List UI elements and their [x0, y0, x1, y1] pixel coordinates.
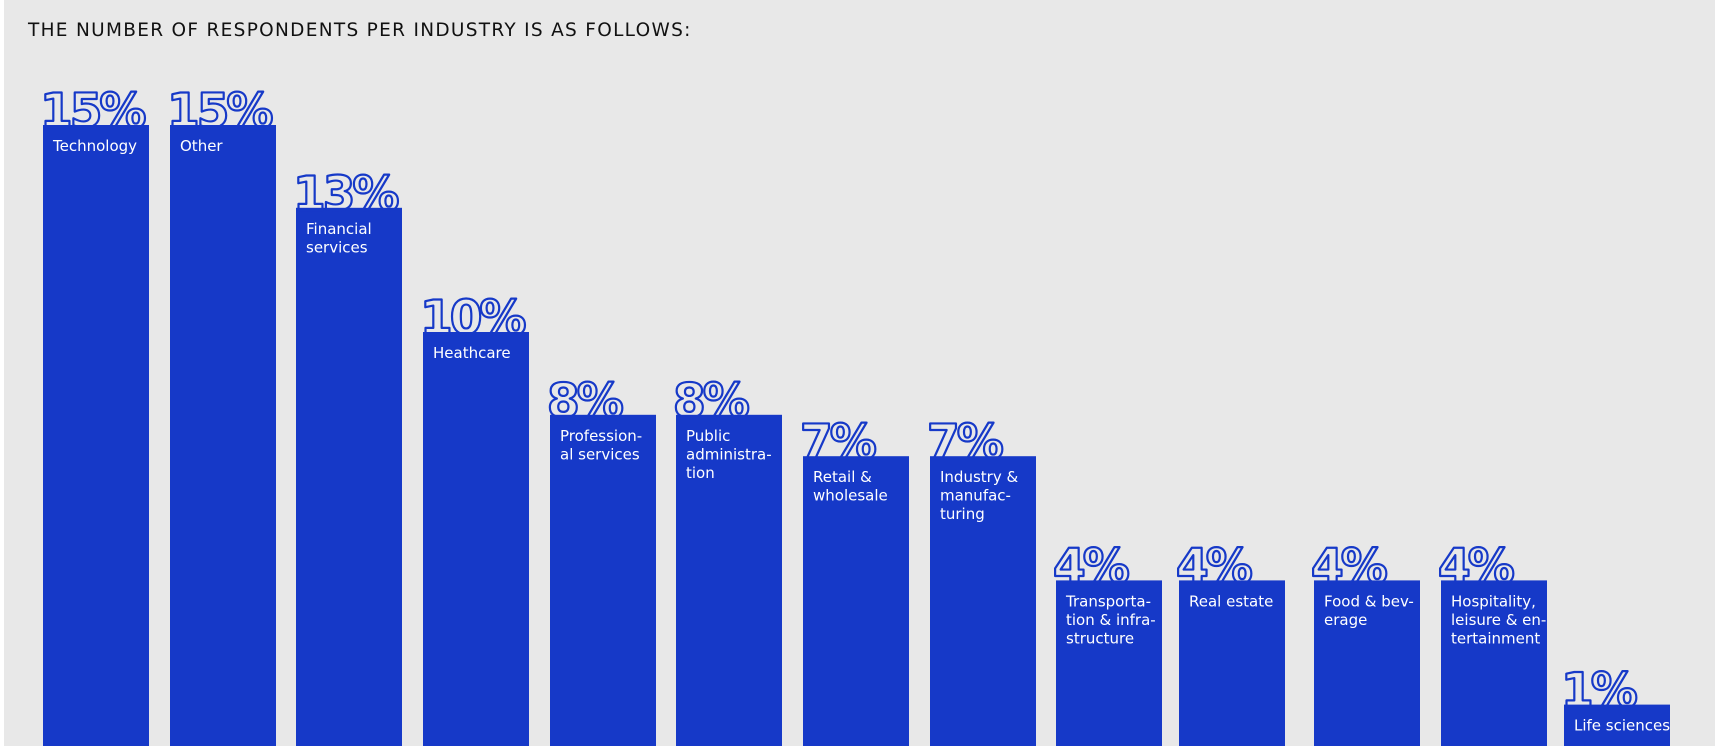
bar-hospitality-leisure-entertainment: [1441, 580, 1547, 746]
bar-public-administration: [676, 414, 782, 746]
value-label-retail-wholesale: 7%: [800, 415, 876, 470]
category-label-other: Other: [180, 137, 223, 155]
bar-transportation-infrastructure: [1056, 580, 1162, 746]
bar-industry-manufacturing: [930, 456, 1036, 746]
category-label-financial-services: Financial services: [306, 220, 372, 256]
value-label-food-beverage: 4%: [1311, 539, 1387, 594]
category-label-food-beverage: Food & bev-erage: [1324, 592, 1414, 629]
bar-professional-services: [550, 414, 656, 746]
category-label-heathcare: Heathcare: [433, 344, 511, 362]
bar-other: [170, 125, 276, 746]
bar-food-beverage: [1314, 580, 1420, 746]
value-label-professional-services: 8%: [547, 374, 623, 429]
category-label-industry-manufacturing: Industry & manufac-turing: [940, 468, 1018, 523]
category-label-professional-services: Profession-al services: [560, 427, 642, 464]
category-label-real-estate: Real estate: [1189, 592, 1273, 610]
bar-life-sciences: [1564, 704, 1670, 746]
category-label-hospitality-leisure-entertainment: Hospitality, leisure & en-tertainment: [1451, 592, 1546, 647]
category-label-transportation-infrastructure: Transporta-tion & infra-structure: [1065, 592, 1156, 647]
value-label-hospitality-leisure-entertainment: 4%: [1438, 539, 1514, 594]
value-label-technology: 15%: [40, 84, 145, 139]
value-label-heathcare: 10%: [420, 291, 525, 346]
value-label-financial-services: 13%: [293, 167, 398, 222]
bar-financial-services: [296, 207, 402, 747]
value-label-other: 15%: [167, 84, 272, 139]
value-label-industry-manufacturing: 7%: [927, 415, 1003, 470]
category-label-technology: Technology: [52, 137, 137, 155]
bar-retail-wholesale: [803, 456, 909, 746]
bar-heathcare: [423, 332, 529, 746]
bar-real-estate: [1179, 580, 1285, 746]
value-label-life-sciences: 1%: [1561, 664, 1637, 719]
value-label-public-administration: 8%: [673, 374, 749, 429]
chart-title: THE NUMBER OF RESPONDENTS PER INDUSTRY I…: [28, 20, 692, 41]
bar-technology: [43, 125, 149, 746]
category-label-retail-wholesale: Retail & wholesale: [813, 468, 888, 505]
category-label-life-sciences: Life sciences: [1574, 717, 1670, 735]
category-label-public-administration: Public administra-tion: [686, 427, 772, 482]
value-label-transportation-infrastructure: 4%: [1053, 539, 1129, 594]
value-label-real-estate: 4%: [1176, 539, 1252, 594]
